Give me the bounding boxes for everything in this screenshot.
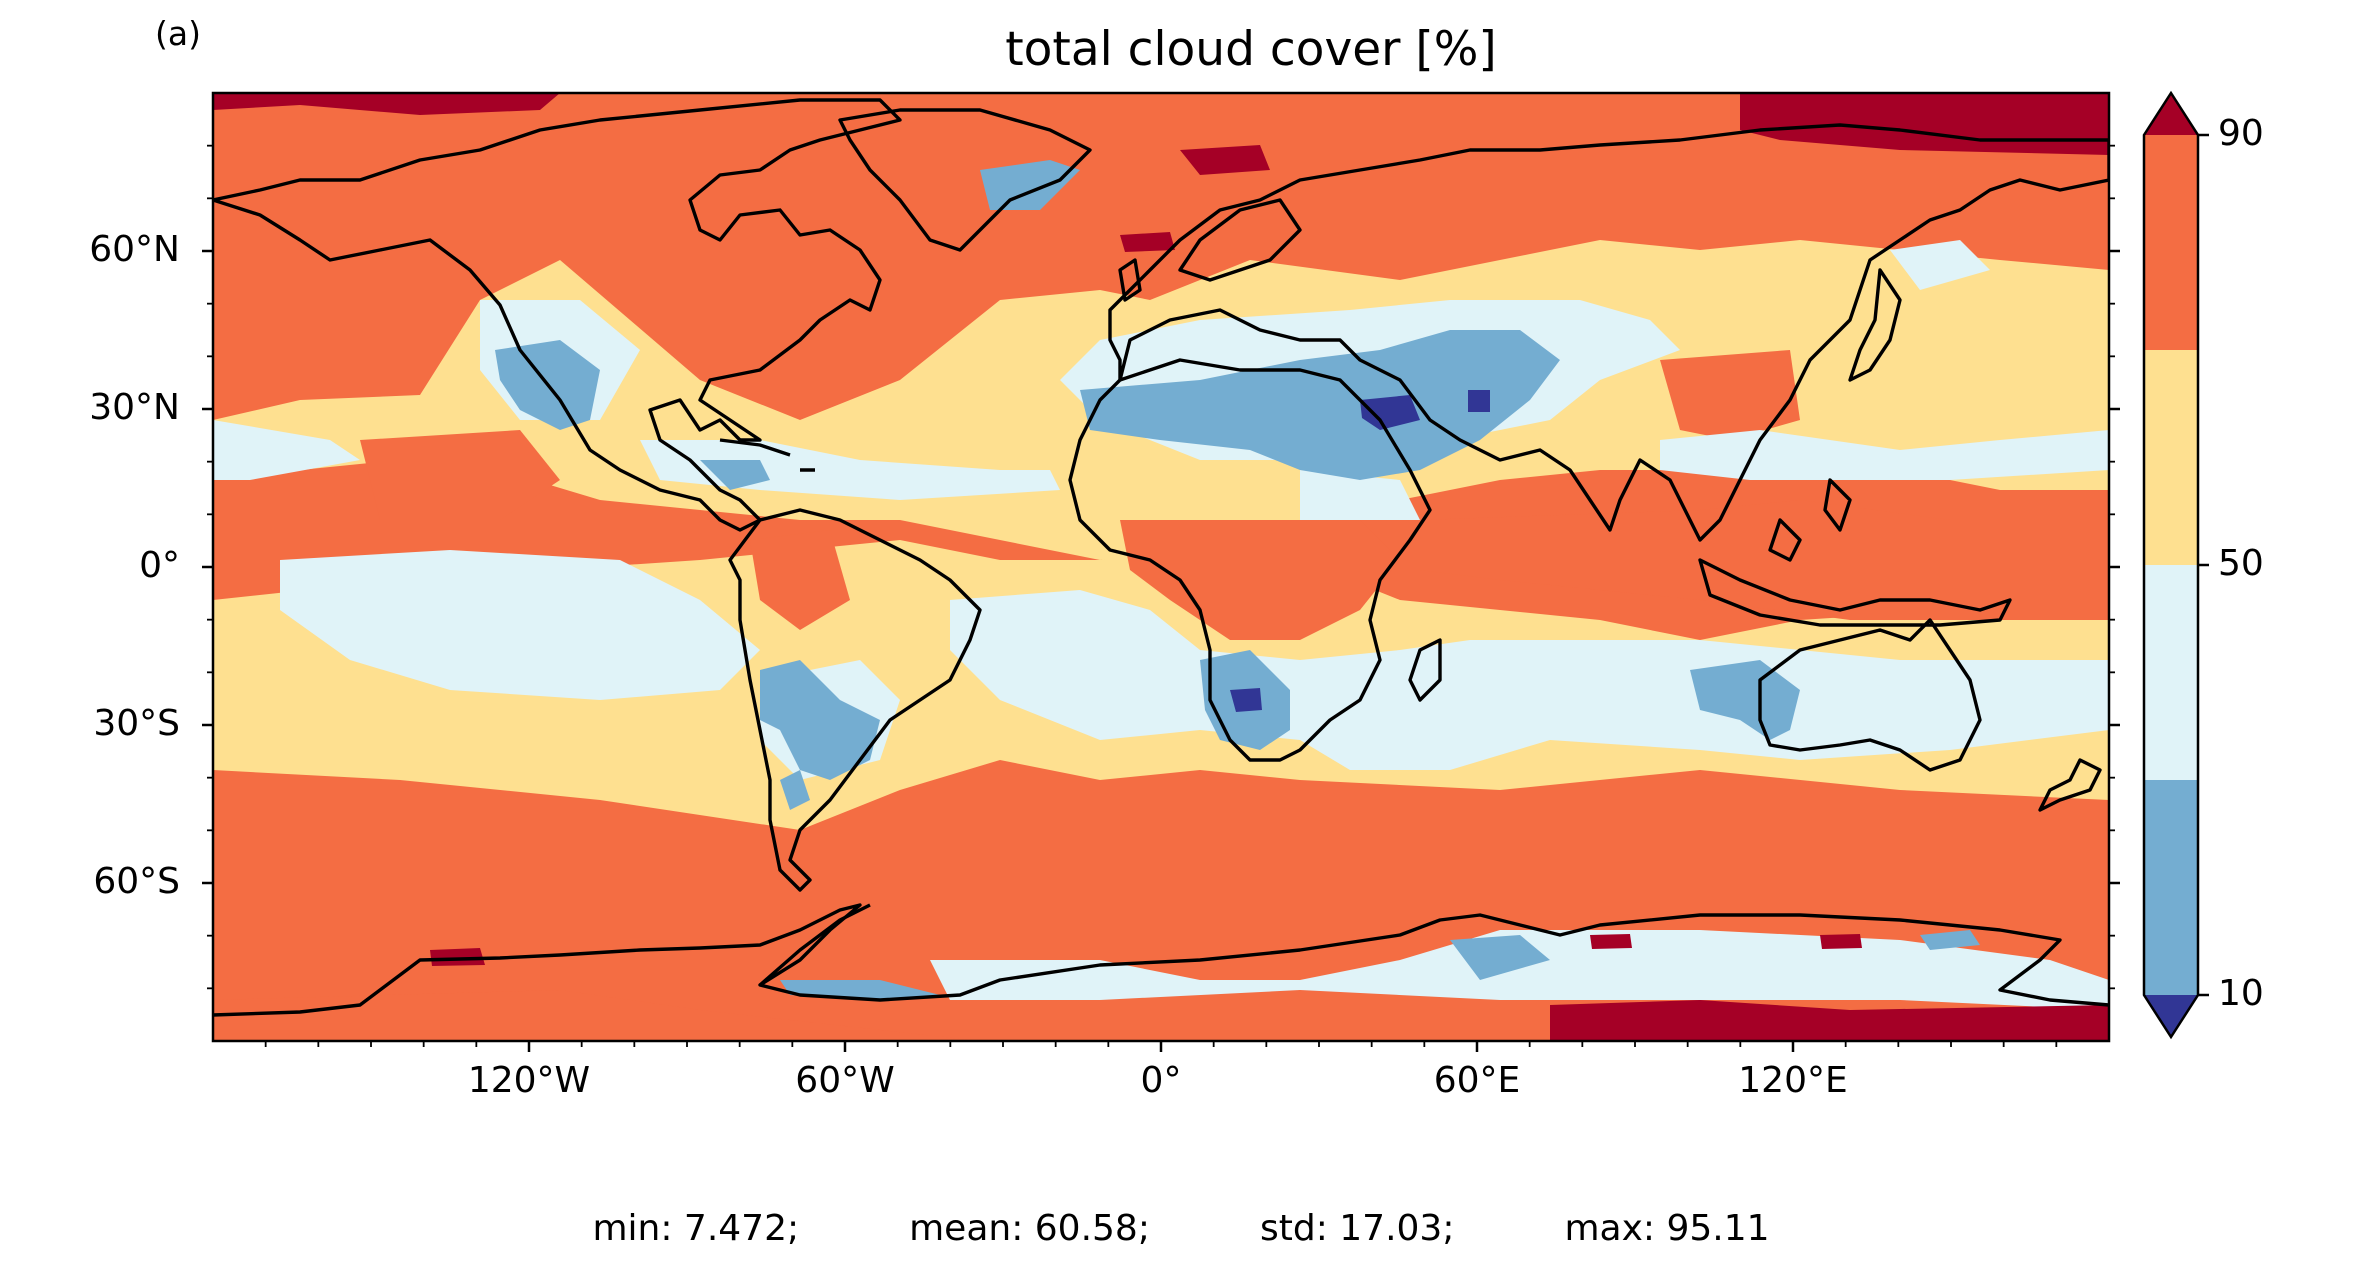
x-tick-label-60w: 60°W [795, 1060, 895, 1101]
coastline-madagascar [1408, 638, 1442, 702]
stat-std: std: 17.03; [1259, 1208, 1455, 1249]
field-region-blue-greenland [980, 160, 1080, 210]
field-region-darkblue-namibia [1230, 688, 1262, 712]
y-axis-minor-ticks [207, 144, 2115, 990]
coastline-africa [1068, 358, 1432, 762]
coastline-scandinavia [1178, 198, 1302, 282]
x-axis-minor-ticks [264, 1041, 2058, 1047]
y-tick-label-60n: 60°N [89, 229, 180, 270]
map-title-text: total cloud cover [%] [1005, 22, 1497, 77]
coastline-australia [1758, 618, 1982, 772]
panel-label: (a) [155, 14, 201, 53]
field-region-blue-sahara [1080, 330, 1560, 480]
y-tick-label-60s: 60°S [93, 861, 180, 902]
y-axis-ticks [202, 249, 2120, 885]
colorbar-band-50-70 [2144, 350, 2198, 565]
coastline-british-isles [1118, 258, 1142, 302]
coastline-north-america [213, 98, 902, 532]
field-region-blue-samerica [760, 660, 880, 810]
coastline-new-zealand [2038, 758, 2102, 812]
field-region-darkred-southern [430, 934, 2109, 1041]
field-region-orange-pacific [360, 430, 560, 520]
field-region-darkblue-arabia [1360, 390, 1490, 430]
colorbar [2142, 90, 2209, 1040]
coastlines [213, 98, 2109, 1017]
field-region-darkred-arctic [213, 93, 2109, 252]
field-region-lightblue-south [280, 550, 2109, 1010]
y-tick-label-30n: 30°N [89, 387, 180, 428]
coastline-japan [1848, 268, 1902, 382]
colorbar-tick-label-10: 10 [2218, 973, 2264, 1014]
field-region-lightblue-north [213, 240, 2109, 520]
x-tick-label-60e: 60°E [1433, 1060, 1521, 1101]
coastline-eurasia [1108, 123, 2109, 542]
colorbar-band-30-50 [2144, 565, 2198, 780]
colorbar-band-70-90 [2144, 135, 2198, 350]
colorbar-tick-label-90: 90 [2218, 113, 2264, 154]
x-axis-ticks [527, 1041, 1795, 1052]
coastline-south-america [728, 508, 982, 892]
field-region-blue-antarctica [780, 930, 1980, 1000]
field-region-orange-warmpool [1420, 500, 2109, 620]
field-region-orange-africa [1120, 520, 1400, 640]
y-tick-label-30s: 30°S [93, 703, 180, 744]
field-region-blue-australia [1690, 660, 1800, 740]
x-tick-label-120e: 120°E [1738, 1060, 1848, 1101]
map-title: total cloud cover [%] [0, 22, 2362, 77]
coastline-caribbean [719, 438, 815, 472]
x-tick-label-0: 0° [1140, 1060, 1182, 1101]
colorbar-extend-max [2144, 93, 2198, 135]
colorbar-extend-min [2144, 995, 2198, 1037]
coastline-greenland [838, 108, 1092, 252]
stats-line: min: 7.472; mean: 60.58; std: 17.03; max: 9… [0, 1208, 2362, 1249]
stat-mean: mean: 60.58; [909, 1208, 1150, 1249]
coastline-antarctic-peninsula [758, 903, 871, 987]
y-tick-label-0: 0° [139, 545, 180, 586]
field-region-orange-antarctic-rim [213, 990, 980, 1041]
stat-max: max: 95.11 [1564, 1208, 1770, 1249]
field-region-blue-westus [495, 340, 770, 490]
cloud-cover-field [213, 93, 2109, 1041]
colorbar-tick-label-50: 50 [2218, 543, 2264, 584]
field-region-orange-amazon [750, 530, 850, 630]
field-region-orange-china [1660, 350, 1800, 440]
coastline-indonesia [1698, 478, 2012, 627]
coastline-antarctica [213, 903, 2109, 1017]
stat-min: min: 7.472; [592, 1208, 800, 1249]
x-tick-label-120w: 120°W [467, 1060, 591, 1101]
colorbar-band-10-30 [2144, 780, 2198, 995]
